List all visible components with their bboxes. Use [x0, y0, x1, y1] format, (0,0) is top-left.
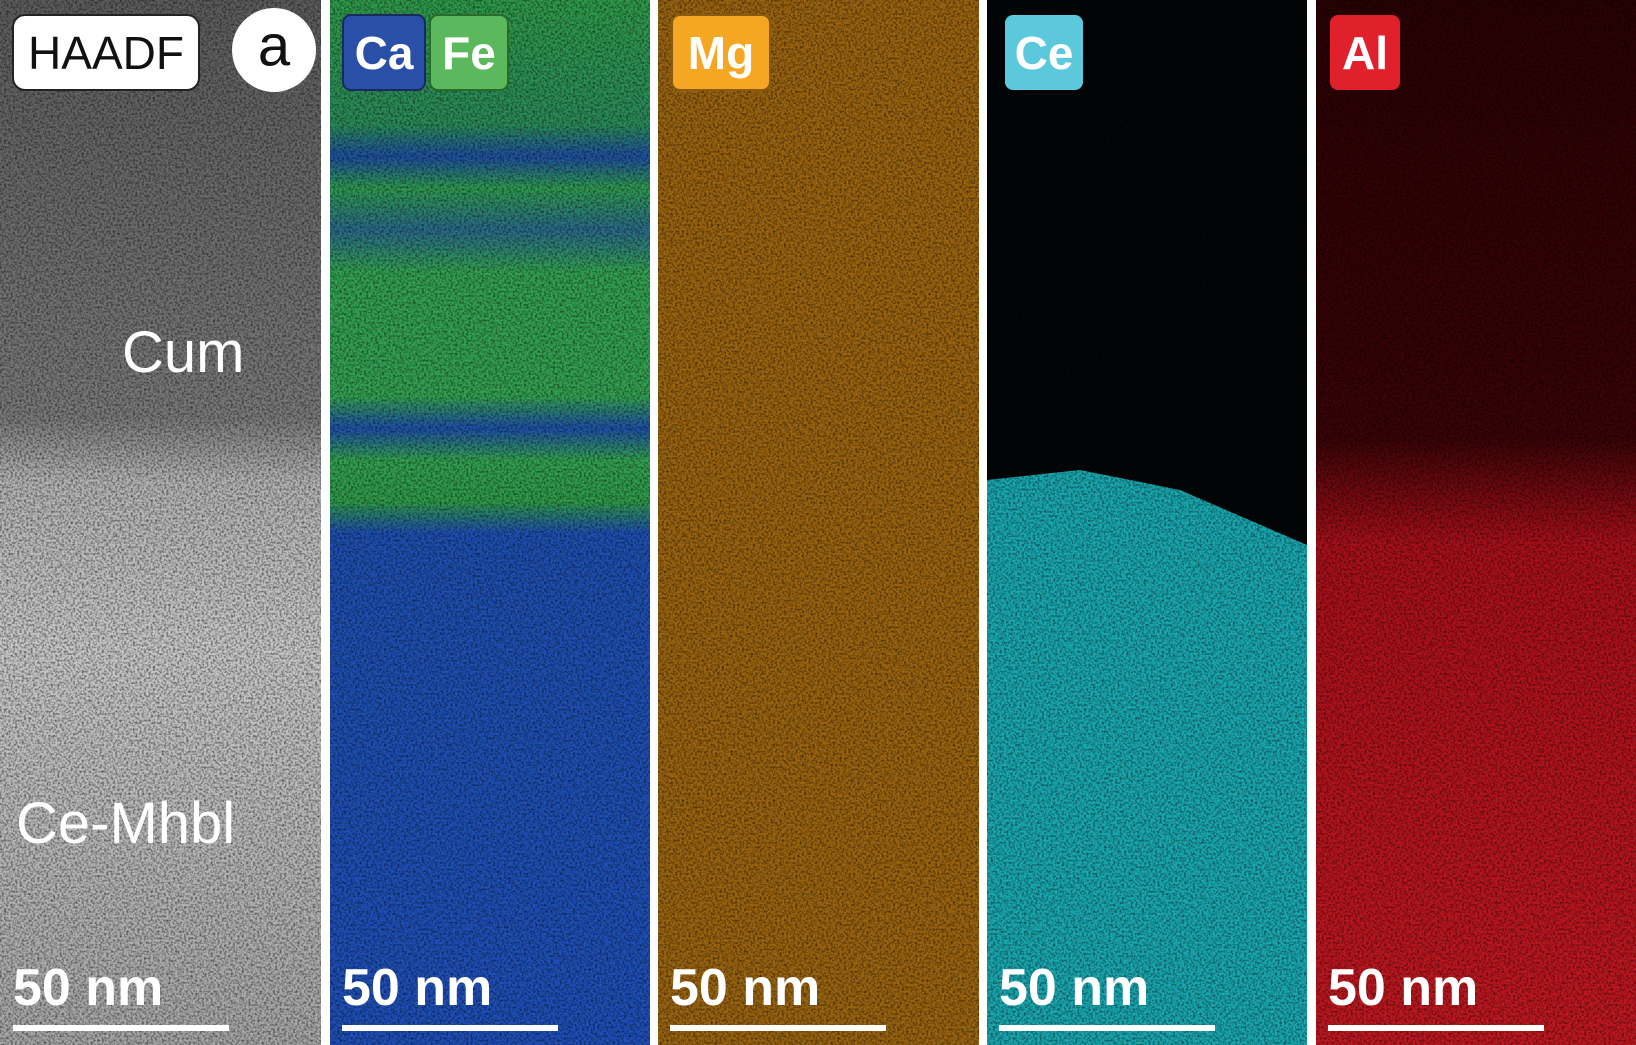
scale-bar-label: 50 nm [342, 959, 492, 1017]
divider [1307, 0, 1316, 1045]
divider [650, 0, 658, 1045]
annotation: Cum [122, 320, 244, 385]
label: HAADF [28, 27, 184, 79]
divider [979, 0, 987, 1045]
figure: HAADF a Cum Ce-Mhbl Ca Fe Mg Ce Al 50 nm… [0, 0, 1636, 1045]
scale-bar-label: 50 nm [1328, 959, 1478, 1017]
label: Al [1342, 27, 1388, 79]
label: Ce [1015, 27, 1074, 79]
scale-bar-label: 50 nm [13, 959, 163, 1017]
annotation: Ce-Mhbl [16, 791, 235, 856]
label: Fe [442, 27, 496, 79]
label: Mg [688, 27, 754, 79]
divider [321, 0, 330, 1045]
label: Ca [355, 27, 414, 79]
panel-letter: a [258, 14, 291, 79]
noise [0, 0, 1636, 1045]
scale-bar-label: 50 nm [670, 959, 820, 1017]
scale-bar-label: 50 nm [999, 959, 1149, 1017]
